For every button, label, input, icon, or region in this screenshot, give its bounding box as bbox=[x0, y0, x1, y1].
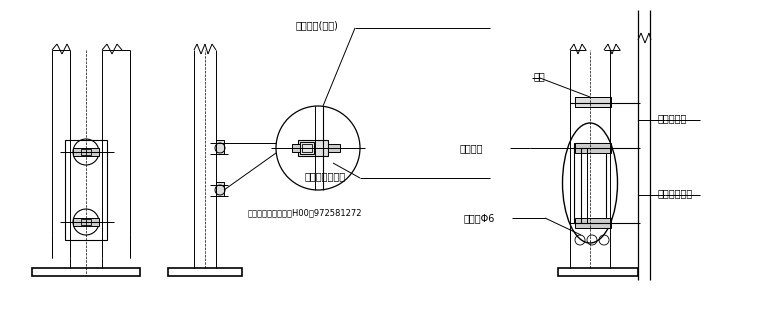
Ellipse shape bbox=[562, 123, 617, 243]
Text: 圆头内三角螺丝: 圆头内三角螺丝 bbox=[305, 171, 346, 181]
Bar bbox=[302, 144, 312, 152]
Bar bbox=[575, 97, 611, 107]
Bar bbox=[300, 142, 314, 154]
Bar bbox=[168, 268, 242, 276]
Text: 中国市政工程电气浙H00号972581272: 中国市政工程电气浙H00号972581272 bbox=[248, 209, 363, 218]
Text: 路灯接线盒: 路灯接线盒 bbox=[658, 113, 687, 123]
Bar bbox=[328, 144, 340, 152]
Bar bbox=[558, 268, 638, 276]
Bar bbox=[216, 140, 224, 154]
Bar bbox=[575, 218, 611, 228]
Bar bbox=[216, 182, 224, 196]
Bar bbox=[575, 143, 611, 153]
Bar bbox=[32, 268, 140, 276]
Bar bbox=[81, 149, 91, 155]
Text: 门锁条Φ6: 门锁条Φ6 bbox=[464, 213, 496, 223]
Bar bbox=[73, 148, 99, 156]
Bar bbox=[292, 144, 300, 152]
Bar bbox=[574, 143, 606, 223]
Bar bbox=[298, 140, 328, 156]
Text: 活叶: 活叶 bbox=[534, 71, 546, 81]
Text: 专用接地螺栓: 专用接地螺栓 bbox=[658, 188, 693, 198]
Text: 配电门盖: 配电门盖 bbox=[460, 143, 483, 153]
Bar bbox=[81, 219, 91, 225]
Bar bbox=[73, 218, 99, 226]
Bar bbox=[65, 140, 107, 240]
Text: 配电门盖(防水): 配电门盖(防水) bbox=[296, 20, 339, 30]
